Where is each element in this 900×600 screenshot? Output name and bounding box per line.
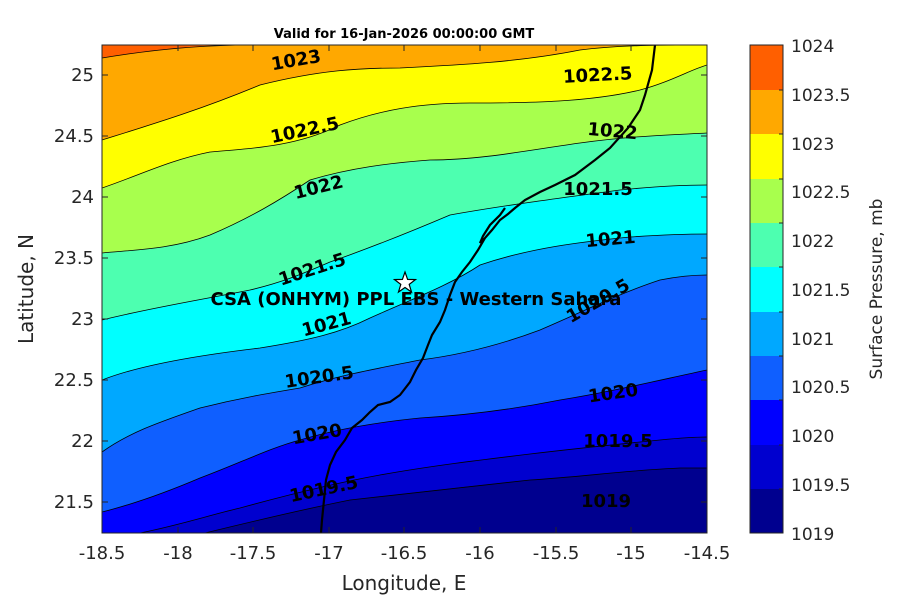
colorbar-tick: 1019 xyxy=(791,525,834,545)
y-tick: 21.5 xyxy=(54,492,94,513)
x-tick: -15 xyxy=(616,543,645,564)
colorbar-swatch xyxy=(750,45,783,90)
y-tick: 22 xyxy=(71,431,94,452)
colorbar-tick: 1020.5 xyxy=(791,378,850,398)
contour-labels: 1023 1022.5 1022.5 1022 1022 1021.5 1021… xyxy=(269,46,653,512)
contour-label-1022.5-a: 1022.5 xyxy=(562,63,632,88)
colorbar-swatch xyxy=(750,489,783,533)
colorbar-swatch xyxy=(750,223,783,267)
colorbar-tick: 1021 xyxy=(791,330,834,350)
band-lowest xyxy=(205,468,707,533)
y-tick: 24.5 xyxy=(54,126,94,147)
x-tick-labels: -18.5 -18 -17.5 -17 -16.5 -16 -15.5 -15 … xyxy=(79,543,731,564)
tick-marks xyxy=(101,45,708,533)
contour-label-1022-a: 1022 xyxy=(587,119,639,144)
colorbar-tick: 1022.5 xyxy=(791,183,850,203)
contour-lines xyxy=(102,45,707,533)
x-tick: -18.5 xyxy=(79,543,126,564)
x-tick: -18 xyxy=(163,543,192,564)
y-tick: 24 xyxy=(71,187,94,208)
colorbar-swatch xyxy=(750,312,783,356)
colorbar-tick: 1020 xyxy=(791,427,834,447)
colorbar-swatch xyxy=(750,445,783,489)
colorbar-tick: 1023.5 xyxy=(791,86,850,106)
x-tick: -14.5 xyxy=(684,543,731,564)
colorbar-swatch xyxy=(750,90,783,134)
x-tick: -16 xyxy=(465,543,494,564)
x-tick: -17.5 xyxy=(230,543,277,564)
site-label: CSA (ONHYM) PPL EBS - Western Sahara xyxy=(211,289,622,310)
colorbar-swatch xyxy=(750,179,783,223)
y-tick: 25 xyxy=(71,65,94,86)
y-tick: 22.5 xyxy=(54,370,94,391)
y-axis-label: Latitude, N xyxy=(14,234,38,344)
x-tick: -17 xyxy=(314,543,343,564)
colorbar-tick: 1024 xyxy=(791,37,834,57)
y-tick-labels: 25 24.5 24 23.5 23 22.5 22 21.5 xyxy=(54,65,94,513)
colorbar-swatch xyxy=(750,134,783,179)
x-tick: -15.5 xyxy=(533,543,580,564)
x-tick: -16.5 xyxy=(381,543,428,564)
colorbar-label: Surface Pressure, mb xyxy=(867,199,887,380)
coastline xyxy=(319,45,657,533)
colorbar-swatch xyxy=(750,267,783,312)
colorbar-swatch xyxy=(750,400,783,445)
x-axis-label: Longitude, E xyxy=(342,571,467,595)
colorbar-tick: 1019.5 xyxy=(791,476,850,496)
colorbar-tick: 1022 xyxy=(791,232,834,252)
contour-label-1019: 1019 xyxy=(581,491,631,512)
y-tick: 23 xyxy=(71,309,94,330)
contour-label-1019.5-a: 1019.5 xyxy=(583,431,652,452)
map-title: Valid for 16-Jan-2026 00:00:00 GMT xyxy=(274,27,535,42)
colorbar-tick: 1021.5 xyxy=(791,281,850,301)
colorbar: 1024 1023.5 1023 1022.5 1022 1021.5 1021… xyxy=(749,37,887,545)
contour-label-1021.5-a: 1021.5 xyxy=(563,179,632,200)
y-tick: 23.5 xyxy=(54,248,94,269)
site-star-icon[interactable] xyxy=(392,270,418,294)
colorbar-tick: 1023 xyxy=(791,135,834,155)
colorbar-frame xyxy=(749,44,784,534)
colorbar-swatch xyxy=(750,356,783,400)
contour-fill xyxy=(102,45,707,533)
contour-label-1021-a: 1021 xyxy=(585,227,637,252)
